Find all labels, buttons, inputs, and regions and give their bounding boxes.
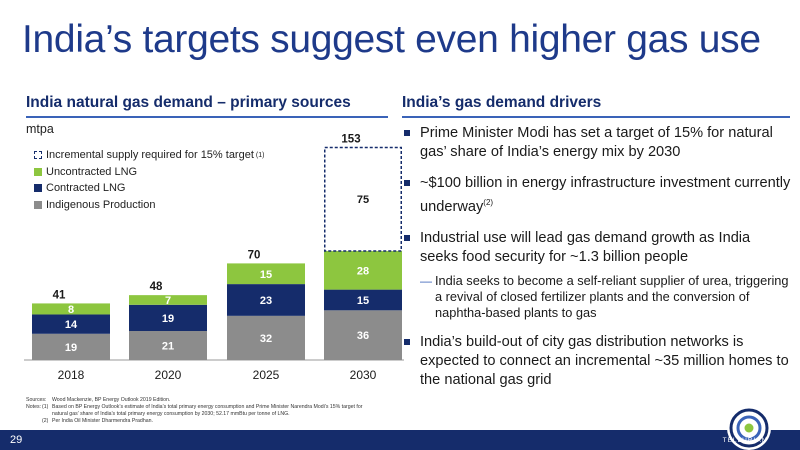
legend-label-indigenous: Indigenous Production — [46, 198, 156, 211]
driver-bullet-2-text: ~$100 billion in energy infrastructure i… — [420, 175, 791, 215]
chart-legend: Incremental supply required for 15% targ… — [34, 147, 264, 213]
bar-segment-2-2025 — [227, 263, 305, 285]
footnote-note-2-text: Per India Oil Minister Dharmendra Pradha… — [52, 418, 153, 424]
driver-bullet-1: Prime Minister Modi has set a target of … — [402, 124, 792, 162]
legend-label-contracted: Contracted LNG — [46, 182, 126, 195]
footnote-notes-label: Notes: — [26, 404, 41, 410]
legend-label-incremental: Incremental supply required for 15% targ… — [46, 149, 254, 162]
bar-value-label: 15 — [357, 295, 369, 307]
footnote-note-1-num: (1) — [42, 404, 49, 410]
chart-unit-label: mtpa — [26, 122, 54, 136]
left-heading-underline — [26, 116, 388, 118]
bar-value-label: 19 — [162, 313, 174, 325]
legend-item-incremental: Incremental supply required for 15% targ… — [34, 147, 264, 164]
x-tick-label: 2025 — [253, 368, 280, 382]
bar-segment-1-2030 — [324, 289, 402, 311]
bar-segment-0-2020 — [129, 331, 207, 360]
bar-segment-0-2018 — [32, 333, 110, 360]
bar-total-label: 48 — [150, 281, 163, 293]
bar-segment-incremental-2030 — [324, 146, 402, 252]
bar-segment-0-2030 — [324, 310, 402, 360]
bar-value-label: 21 — [162, 341, 174, 353]
footnote-note-1-text-cont: natural gas’ share of India’s total prim… — [52, 411, 290, 417]
driver-bullet-2-footnote: (2) — [483, 198, 494, 207]
bar-value-label: 15 — [260, 269, 272, 281]
bar-value-label: 23 — [260, 295, 272, 307]
driver-sub-bullet-text: India seeks to become a self-reliant sup… — [435, 272, 789, 320]
bar-segment-1-2020 — [129, 304, 207, 332]
footnote-note-1: Notes: (1) Based on BP Energy Outlook’s es… — [26, 404, 362, 411]
legend-swatch-incremental — [34, 151, 42, 160]
bar-segment-0-2025 — [227, 315, 305, 360]
driver-bullet-1-text: Prime Minister Modi has set a target of … — [420, 125, 773, 160]
footnote-sources: Sources: Wood Mackenzie, BP Energy Outloo… — [26, 397, 362, 404]
bar-value-label: 14 — [65, 319, 78, 331]
right-heading-underline — [402, 116, 790, 118]
footnote-note-2-num: (2) — [42, 418, 49, 424]
bar-total-label: 153 — [341, 133, 360, 145]
bar-segment-1-2025 — [227, 284, 305, 316]
legend-footnote-mark: (1) — [255, 151, 265, 159]
legend-item-contracted: Contracted LNG — [34, 180, 264, 197]
bar-segment-2-2030 — [324, 250, 402, 290]
bar-value-label: 28 — [357, 265, 369, 277]
driver-bullet-4: India’s build-out of city gas distributi… — [402, 333, 792, 390]
x-tick-label: 2018 — [58, 368, 85, 382]
footer-bar — [0, 430, 800, 450]
driver-bullet-2: ~$100 billion in energy infrastructure i… — [402, 174, 792, 217]
legend-item-uncontracted: Uncontracted LNG — [34, 164, 264, 181]
footnote-sources-text: Wood Mackenzie, BP Energy Outlook 2019 E… — [52, 397, 171, 403]
driver-sub-bullet: India seeks to become a self-reliant sup… — [402, 273, 792, 321]
legend-swatch-uncontracted — [34, 167, 42, 176]
legend-item-indigenous: Indigenous Production — [34, 197, 264, 214]
bar-value-label: 36 — [357, 330, 369, 342]
bar-segment-2-2018 — [32, 303, 110, 315]
bar-value-label: 8 — [68, 304, 74, 316]
footnote-note-1-cont: natural gas’ share of India’s total prim… — [26, 411, 362, 418]
driver-bullet-4-text: India’s build-out of city gas distributi… — [420, 333, 789, 388]
slide-title: India’s targets suggest even higher gas … — [22, 18, 761, 61]
footnote-sources-label: Sources: — [26, 397, 47, 403]
right-section-heading: India’s gas demand drivers — [402, 94, 602, 111]
driver-bullet-3: Industrial use will lead gas demand grow… — [402, 229, 792, 267]
bar-total-label: 41 — [53, 289, 66, 301]
tellurian-logo-icon — [727, 406, 771, 450]
left-section-heading: India natural gas demand – primary sourc… — [26, 94, 351, 111]
legend-swatch-contracted — [34, 184, 42, 193]
legend-label-uncontracted: Uncontracted LNG — [46, 165, 138, 178]
bar-segment-1-2018 — [32, 314, 110, 334]
bar-value-label: 32 — [260, 333, 272, 345]
x-tick-label: 2030 — [350, 368, 377, 382]
drivers-list: Prime Minister Modi has set a target of … — [402, 124, 792, 402]
x-tick-label: 2020 — [155, 368, 182, 382]
driver-bullet-3-text: Industrial use will lead gas demand grow… — [420, 229, 751, 265]
footnote-note-2: (2) Per India Oil Minister Dharmendra Pra… — [26, 418, 362, 425]
bar-segment-2-2020 — [129, 295, 207, 305]
bar-value-label: 19 — [65, 342, 77, 354]
bar-value-label: 75 — [357, 194, 369, 206]
logo-wordmark: TELLURIAN — [722, 437, 768, 444]
bar-value-label: 7 — [165, 295, 171, 307]
page-number: 29 — [10, 434, 23, 446]
footnotes: Sources: Wood Mackenzie, BP Energy Outloo… — [26, 397, 362, 425]
footnote-note-1-text: Based on BP Energy Outlook’s estimate of… — [52, 404, 363, 410]
legend-swatch-indigenous — [34, 200, 42, 209]
bar-total-label: 70 — [248, 249, 261, 261]
